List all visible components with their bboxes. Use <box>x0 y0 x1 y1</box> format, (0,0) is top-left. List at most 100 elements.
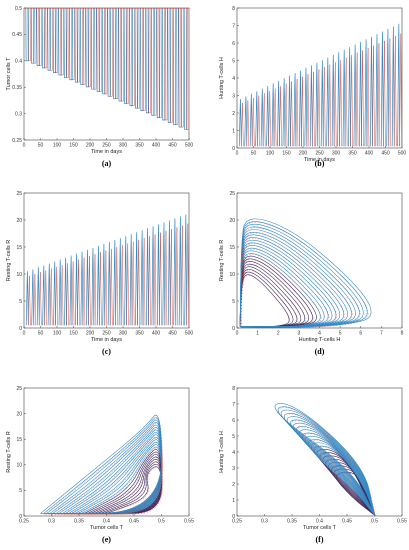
spike-series-a <box>80 251 84 326</box>
x-tick-label: 0 <box>23 143 26 149</box>
spike-series-b <box>126 243 129 326</box>
y-tick-label: 10 <box>16 272 22 278</box>
spike-series-a <box>309 65 313 147</box>
spike-series-a <box>36 267 40 326</box>
spike-series-b <box>399 33 402 147</box>
x-tick-label: 5 <box>339 331 342 337</box>
y-tick-label: 7 <box>232 402 235 408</box>
spike-series-a <box>113 240 117 326</box>
y-axis-label: Hunting T-cells H <box>219 431 225 473</box>
x-tick-label: 50 <box>38 331 44 337</box>
spike-series-b <box>49 268 53 326</box>
spike-series-b <box>175 8 179 125</box>
x-axis-label: Time in days <box>91 149 122 155</box>
spike-series-b <box>66 263 69 326</box>
x-tick-label: 0.4 <box>103 519 110 525</box>
spike-series-b <box>131 8 135 107</box>
orbit-curve <box>274 403 375 516</box>
panel-label: (e) <box>102 535 111 544</box>
spike-series-b <box>82 257 86 326</box>
spike-series-a <box>271 83 275 147</box>
data-series <box>239 218 372 328</box>
spike-series-b <box>142 8 146 111</box>
x-axis-label: Hunting T-cells H <box>299 337 341 343</box>
y-tick-label: 5 <box>19 299 22 305</box>
spike-series-b <box>153 8 157 116</box>
chart-panel-c: 0 50 100 150 200 250 300 350 400 450 500 0 5 10 15 20 25… <box>6 191 193 356</box>
orbit-curve-dashed <box>94 457 163 515</box>
panel-label: (c) <box>102 347 111 356</box>
spike-series-b <box>170 229 173 326</box>
chart-panel-e: 0.25 0.3 0.35 0.4 0.45 0.5 0.55 0 5 10 15 20 25 Tumor… <box>6 386 194 544</box>
spike-series-b <box>158 8 163 118</box>
spike-series-b <box>312 71 315 147</box>
spike-series-a <box>173 218 177 326</box>
x-tick-label: 0.45 <box>342 519 352 525</box>
x-tick-label: 50 <box>38 143 44 149</box>
spike-series-a <box>91 247 95 326</box>
x-tick-label: 100 <box>53 143 62 149</box>
spike-series-a <box>96 245 100 326</box>
spike-series-a <box>146 228 149 326</box>
x-tick-label: 0.35 <box>287 519 297 525</box>
spike-series-b <box>120 8 124 102</box>
spike-series-a <box>277 80 280 147</box>
spike-series-b <box>93 8 97 90</box>
x-tick-label: 1 <box>256 331 259 337</box>
spike-series-b <box>60 265 64 326</box>
spike-series-b <box>87 8 92 88</box>
spike-series-b <box>76 8 81 83</box>
spike-series-a <box>74 8 79 83</box>
spike-series-b <box>393 36 397 147</box>
orbit-curve-dashed <box>100 462 163 515</box>
spike-series-b <box>268 90 271 147</box>
spike-series-a <box>353 44 357 147</box>
x-tick-label: 0.35 <box>74 519 84 525</box>
spike-series-a <box>249 93 253 147</box>
y-axis-label: Resting T-cells R <box>6 431 12 472</box>
spike-series-b <box>306 74 310 147</box>
data-series <box>238 23 402 147</box>
spike-series-b <box>284 83 288 147</box>
y-tick-label: 6 <box>232 41 235 47</box>
data-series <box>24 8 189 130</box>
x-tick-label: 0.5 <box>158 519 165 525</box>
orbit-curve <box>40 414 162 514</box>
y-tick-label: 4 <box>232 450 235 456</box>
spike-series-b <box>82 8 86 85</box>
spike-series-b <box>241 102 244 147</box>
spike-series-a <box>178 216 182 326</box>
y-tick-label: 20 <box>16 411 22 417</box>
x-axis-label: Tumor cells T <box>303 525 337 531</box>
spike-series-a <box>315 62 319 147</box>
y-tick-label: 15 <box>16 437 22 443</box>
spike-series-b <box>136 8 141 109</box>
spike-series-a <box>167 220 171 326</box>
spike-series-b <box>301 76 304 147</box>
spike-series-a <box>183 8 188 130</box>
spike-series-a <box>391 26 395 147</box>
spike-series-b <box>114 8 119 99</box>
y-tick-label: 5 <box>232 58 235 64</box>
spike-series-b <box>322 67 326 147</box>
spike-series-a <box>80 8 84 85</box>
x-tick-label: 3 <box>297 331 300 337</box>
x-tick-label: 200 <box>86 143 95 149</box>
spike-series-a <box>96 8 101 92</box>
spike-series-b <box>175 227 179 326</box>
spike-series-a <box>348 47 351 147</box>
spike-series-a <box>282 78 286 147</box>
spike-series-a <box>298 70 302 147</box>
y-tick-label: 15 <box>16 245 22 251</box>
x-tick-label: 500 <box>185 331 194 337</box>
spike-series-b <box>317 69 321 147</box>
spike-series-a <box>342 49 346 147</box>
spike-series-b <box>104 8 108 95</box>
spike-series-a <box>293 73 297 147</box>
orbit-curve-dashed <box>278 407 376 516</box>
spike-series-b <box>169 8 174 123</box>
spike-series-b <box>344 57 348 147</box>
x-tick-label: 0.25 <box>19 519 29 525</box>
spike-series-b <box>142 238 146 326</box>
